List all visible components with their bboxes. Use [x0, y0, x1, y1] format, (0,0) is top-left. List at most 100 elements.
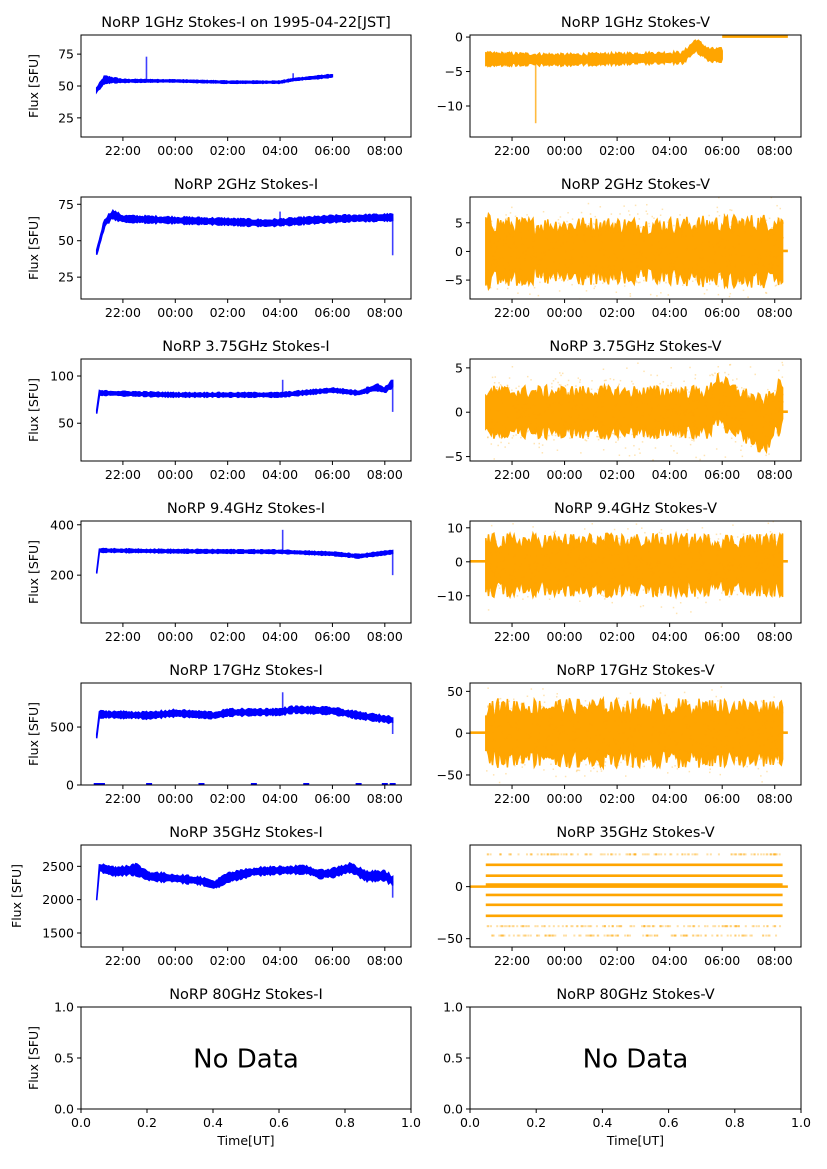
outlier-point [676, 257, 678, 259]
outlier-point [522, 407, 524, 410]
outlier-point [765, 454, 767, 457]
outlier-point [626, 587, 628, 589]
outlier-point [663, 705, 666, 707]
outlier-point [700, 555, 702, 558]
outlier-point [651, 245, 653, 247]
outlier-point [736, 536, 739, 538]
outlier-point [697, 552, 700, 554]
outlier-point [634, 454, 636, 456]
outlier-point [738, 282, 741, 284]
outlier-point [777, 574, 780, 577]
outlier-point [656, 226, 659, 229]
outlier-point [676, 394, 678, 397]
outlier-point [560, 271, 563, 274]
sparse-point [586, 853, 589, 856]
outlier-point [686, 408, 688, 411]
outlier-point [579, 381, 581, 383]
outlier-point [740, 406, 742, 408]
outlier-point [578, 728, 580, 730]
outlier-point [683, 717, 686, 720]
outlier-point [662, 428, 665, 430]
sparse-point [670, 934, 673, 937]
outlier-point [544, 728, 547, 730]
outlier-point [699, 257, 701, 259]
outlier-point [636, 553, 638, 555]
outlier-point [498, 781, 501, 784]
outlier-point [540, 227, 543, 230]
outlier-point [781, 551, 784, 553]
outlier-point [641, 559, 644, 561]
outlier-point [641, 527, 643, 529]
sparse-point [611, 853, 614, 856]
outlier-point [776, 265, 778, 268]
outlier-point [577, 544, 579, 546]
outlier-point [778, 246, 780, 248]
outlier-point [769, 580, 772, 583]
outlier-point [776, 431, 778, 433]
outlier-point [681, 426, 684, 428]
sparse-point [554, 934, 557, 937]
outlier-point [521, 419, 524, 421]
sparse-point [508, 925, 511, 928]
outlier-point [691, 390, 694, 392]
outlier-point [696, 263, 699, 266]
sparse-point [587, 925, 590, 928]
sparse-point [604, 925, 607, 928]
outlier-point [571, 283, 573, 286]
outlier-point [742, 744, 745, 747]
outlier-point [621, 581, 624, 583]
outlier-point [719, 773, 722, 776]
outlier-point [650, 374, 652, 376]
outlier-point [590, 534, 592, 537]
outlier-point [709, 576, 712, 579]
outlier-point [615, 389, 618, 391]
x-tick-label: 02:00 [599, 143, 635, 158]
outlier-point [500, 434, 503, 437]
outlier-point [514, 267, 517, 269]
sparse-point [615, 925, 618, 928]
outlier-point [616, 419, 618, 422]
outlier-point [532, 526, 534, 528]
outlier-point [710, 397, 713, 400]
sparse-point [630, 925, 633, 928]
outlier-point [605, 390, 607, 393]
outlier-point [577, 392, 579, 395]
outlier-point [759, 410, 761, 412]
outlier-point [538, 559, 540, 561]
outlier-point [589, 567, 592, 569]
outlier-point [687, 553, 690, 556]
outlier-point [554, 402, 557, 404]
outlier-point [746, 751, 748, 754]
outlier-point [696, 751, 698, 753]
outlier-point [624, 759, 626, 761]
outlier-point [729, 399, 731, 402]
sparse-point [575, 925, 578, 928]
outlier-point [643, 583, 646, 585]
outlier-point [509, 233, 512, 235]
sparse-point [761, 934, 764, 937]
outlier-point [635, 569, 637, 572]
outlier-point [589, 213, 592, 215]
sparse-point [611, 925, 614, 928]
outlier-point [604, 598, 606, 600]
outlier-point [685, 300, 687, 302]
outlier-point [635, 267, 638, 269]
outlier-point [511, 405, 513, 407]
outlier-point [491, 732, 494, 734]
outlier-point [587, 407, 590, 409]
outlier-point [654, 447, 657, 449]
sparse-point [554, 853, 557, 856]
outlier-point [723, 566, 726, 569]
outlier-point [758, 727, 761, 730]
outlier-point [650, 581, 653, 584]
outlier-point [565, 571, 568, 574]
sparse-point [692, 925, 695, 928]
outlier-point [692, 422, 695, 424]
outlier-point [620, 720, 622, 723]
outlier-point [721, 395, 724, 397]
outlier-point [521, 426, 524, 429]
outlier-point [666, 728, 669, 730]
outlier-point [513, 240, 515, 243]
sparse-point [696, 853, 699, 856]
